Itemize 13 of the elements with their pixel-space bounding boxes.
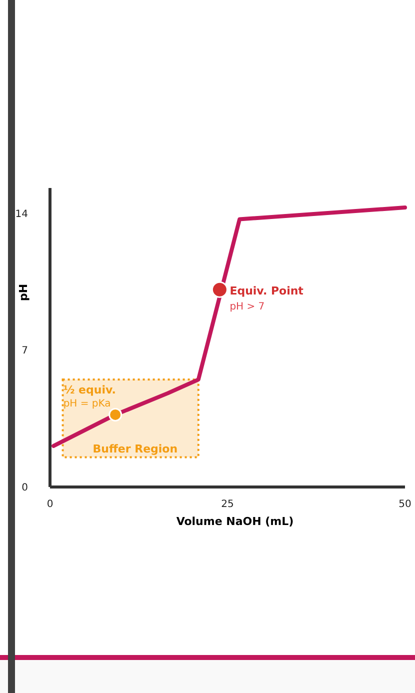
y-tick-label: 14 — [15, 208, 28, 220]
y-axis-title: pH — [17, 284, 30, 302]
x-axis-title: Volume NaOH (mL) — [176, 515, 294, 528]
annotation: Equiv. Point — [230, 284, 304, 298]
band-label: Buffer Region — [92, 442, 178, 456]
y-tick-label: 7 — [22, 346, 28, 357]
annotation: pH = pKa — [63, 398, 111, 410]
x-tick-label: 0 — [46, 499, 54, 510]
x-tick-label: 25 — [221, 499, 234, 510]
y-tick-label: 0 — [22, 482, 28, 494]
annotation: ½ equiv. — [63, 384, 116, 397]
annotation: pH > 7 — [230, 302, 265, 313]
x-tick-label: 50 — [398, 499, 412, 510]
